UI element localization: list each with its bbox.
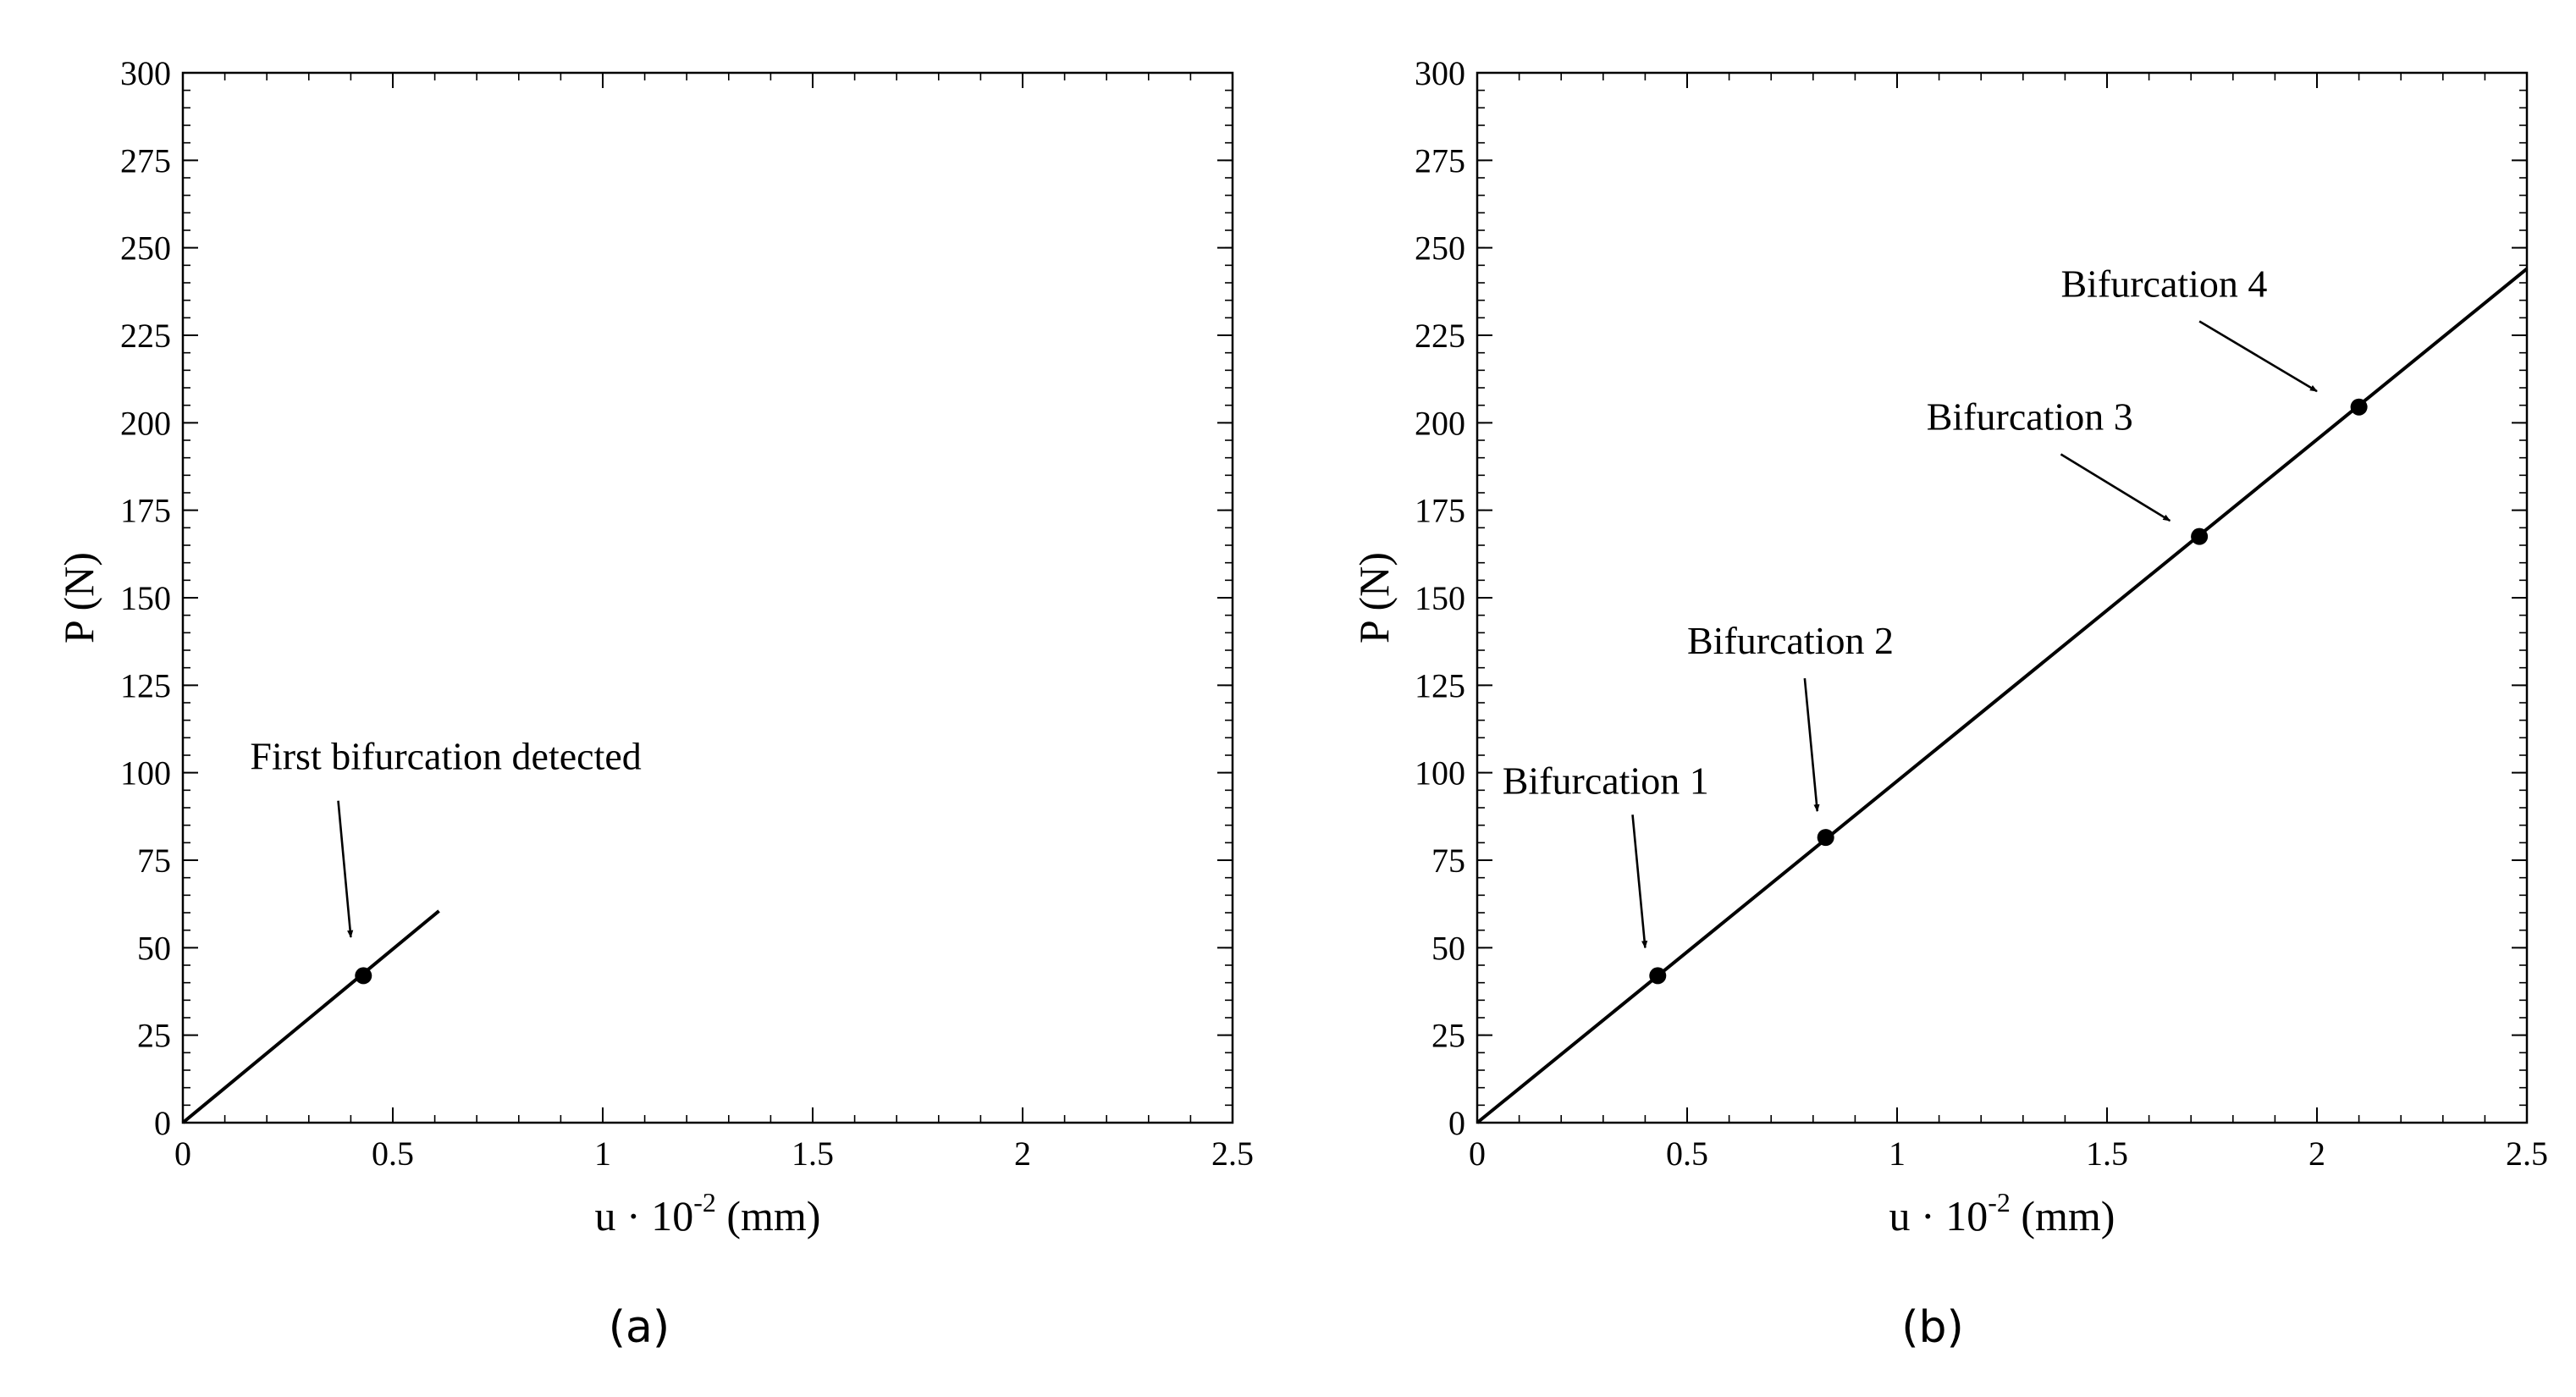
annotation-label: Bifurcation 2 <box>1687 619 1894 662</box>
panel-caption: (b) <box>1901 1302 1964 1353</box>
y-tick-label: 300 <box>1415 54 1465 92</box>
y-tick-label: 100 <box>120 754 171 792</box>
minor-ticks <box>1476 72 2528 1124</box>
y-tick-label: 0 <box>154 1104 171 1142</box>
x-tick-label: 1.5 <box>792 1135 834 1173</box>
x-tick-label: 2.5 <box>2506 1135 2548 1173</box>
x-axis-label-exponent: -2 <box>693 1187 716 1218</box>
x-axis-label: u · 10-2 (mm) <box>595 1187 821 1240</box>
panel-caption: (a) <box>609 1302 670 1353</box>
x-tick-label: 0.5 <box>372 1135 414 1173</box>
y-tick-label: 300 <box>120 54 171 92</box>
x-tick-label: 2.5 <box>1211 1135 1254 1173</box>
plot-frame <box>1476 71 2529 1124</box>
x-axis-label: u · 10-2 (mm) <box>1889 1187 2115 1240</box>
bifurcation-point <box>1817 829 1834 847</box>
y-tick-label: 175 <box>120 492 171 530</box>
y-tick-label: 225 <box>120 317 171 355</box>
y-tick-label: 25 <box>137 1017 171 1055</box>
bifurcation-point <box>2191 527 2209 545</box>
y-tick-label: 275 <box>1415 141 1465 179</box>
x-tick-label: 0.5 <box>1666 1135 1708 1173</box>
x-tick-label: 2 <box>2308 1135 2325 1173</box>
x-tick-label: 1 <box>594 1135 611 1173</box>
x-tick-label: 2 <box>1014 1135 1031 1173</box>
y-axis-label: P (N) <box>1350 552 1398 643</box>
panel-a: 0 0.5 1 1.5 2 2.5 0 25 50 75 100 125 150 175 200 225 250… <box>55 54 1254 1353</box>
y-tick-label: 150 <box>120 579 171 617</box>
y-tick-label: 250 <box>120 229 171 268</box>
bifurcation-point <box>355 967 372 985</box>
y-tick-label: 250 <box>1415 229 1465 268</box>
y-tick-label: 50 <box>137 929 171 967</box>
y-tick-label: 125 <box>120 666 171 704</box>
annotation-arrow <box>337 800 354 938</box>
bifurcation-point <box>2350 398 2368 416</box>
x-axis-label-unit: (mm) <box>2011 1192 2115 1240</box>
series-line <box>181 909 440 1124</box>
y-tick-label: 50 <box>1431 929 1465 967</box>
panel-b: 0 0.5 1 1.5 2 2.5 0 25 50 75 100 125 150 175 200 225 250… <box>1350 54 2548 1353</box>
y-tick-label: 150 <box>1415 579 1465 617</box>
y-tick-label: 200 <box>120 404 171 442</box>
x-tick-label: 1 <box>1889 1135 1906 1173</box>
annotation-arrow <box>1631 814 1648 949</box>
y-axis-label: P (N) <box>55 552 102 643</box>
plot-frame <box>181 71 1234 1124</box>
x-axis-label-unit: (mm) <box>716 1192 821 1240</box>
y-tick-label: 100 <box>1415 754 1465 792</box>
major-ticks <box>182 72 1233 1124</box>
major-ticks <box>1476 72 2528 1124</box>
x-axis-label-exponent: -2 <box>1988 1187 2011 1218</box>
x-tick-label: 1.5 <box>2086 1135 2128 1173</box>
y-tick-label: 75 <box>1431 842 1465 880</box>
x-axis-label-base: u · 10 <box>595 1192 694 1240</box>
annotation-arrow <box>2198 320 2318 393</box>
x-tick-label: 0 <box>174 1135 191 1173</box>
annotation-label: Bifurcation 4 <box>2060 262 2267 306</box>
y-tick-label: 200 <box>1415 404 1465 442</box>
annotation-arrow <box>2060 453 2171 522</box>
y-tick-label: 275 <box>120 141 171 179</box>
y-tick-label: 225 <box>1415 317 1465 355</box>
annotation-label: Bifurcation 1 <box>1503 759 1709 802</box>
y-tick-label: 0 <box>1448 1104 1465 1142</box>
annotation-label: First bifurcation detected <box>250 735 641 778</box>
annotation-arrow <box>1803 677 1820 813</box>
y-tick-label: 75 <box>137 842 171 880</box>
x-axis-label-base: u · 10 <box>1889 1192 1989 1240</box>
minor-ticks <box>182 72 1233 1124</box>
y-tick-label: 125 <box>1415 666 1465 704</box>
y-tick-label: 25 <box>1431 1017 1465 1055</box>
y-tick-label: 175 <box>1415 492 1465 530</box>
x-tick-label: 0 <box>1469 1135 1486 1173</box>
bifurcation-point <box>1649 967 1667 985</box>
annotation-label: Bifurcation 3 <box>1927 395 2133 439</box>
